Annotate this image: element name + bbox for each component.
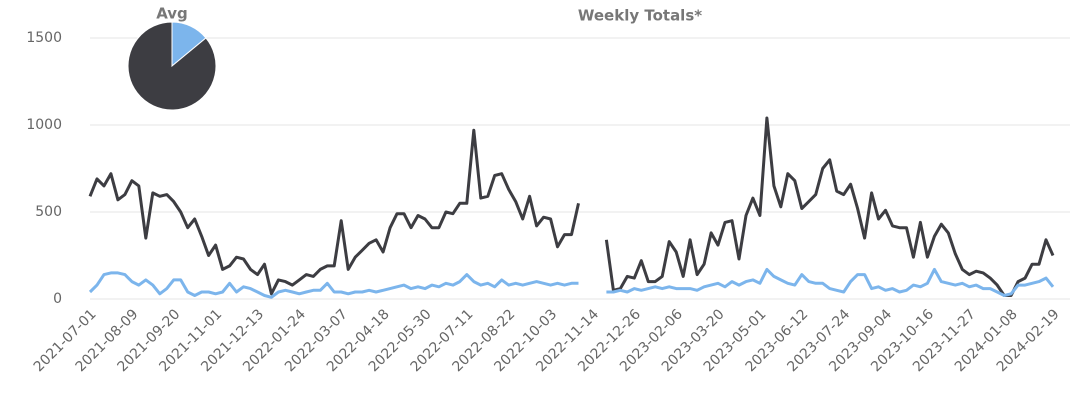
y-tick-label: 0	[53, 291, 62, 307]
y-tick-label: 1500	[26, 30, 62, 46]
pie-slice	[127, 21, 217, 111]
y-tick-label: 500	[35, 204, 62, 220]
series-line	[88, 267, 1055, 299]
y-tick-label: 1000	[26, 117, 62, 133]
pie-title: Avg	[156, 5, 188, 23]
chart-title: Weekly Totals*	[578, 7, 702, 25]
series-line	[88, 116, 1055, 297]
